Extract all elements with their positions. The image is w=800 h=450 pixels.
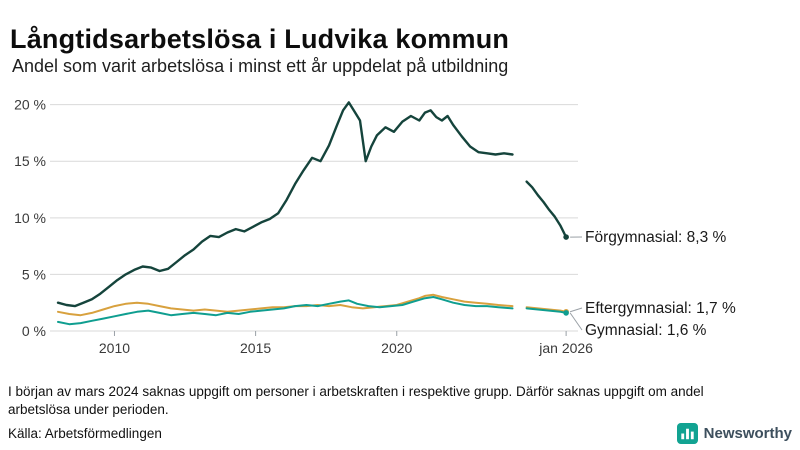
y-tick-label: 5 % xyxy=(22,266,46,282)
y-tick-label: 15 % xyxy=(14,153,46,169)
x-tick-label: 2020 xyxy=(381,340,412,356)
y-tick-label: 0 % xyxy=(22,323,46,339)
series-line-forgymnasial xyxy=(56,101,514,308)
chart-title: Långtidsarbetslösa i Ludvika kommun xyxy=(10,24,510,55)
newsworthy-logo: Newsworthy xyxy=(676,423,792,444)
footnote-text: I början av mars 2024 saknas uppgift om … xyxy=(8,384,704,418)
label-leader-eftergymnasial xyxy=(569,307,583,313)
x-tick-label: 2010 xyxy=(99,340,130,356)
y-tick-label: 10 % xyxy=(14,210,46,226)
series-line-gymnasial xyxy=(525,307,568,314)
series-line-forgymnasial xyxy=(525,180,568,239)
series-label-gymnasial: Gymnasial: 1,6 % xyxy=(585,322,707,339)
x-tick-label: jan 2026 xyxy=(538,340,593,356)
y-tick-label: 20 % xyxy=(14,97,46,113)
chart-subtitle: Andel som varit arbetslösa i minst ett å… xyxy=(12,56,509,76)
series-label-eftergymnasial: Eftergymnasial: 1,7 % xyxy=(585,300,736,317)
series-line-eftergymnasial xyxy=(525,306,568,313)
newsworthy-logo-text: Newsworthy xyxy=(703,425,792,442)
series-line-eftergymnasial xyxy=(57,293,514,317)
newsworthy-logo-icon xyxy=(676,423,698,444)
series-line-gymnasial xyxy=(57,296,514,326)
x-tick-label: 2015 xyxy=(240,340,271,356)
series-label-forgymnasial: Förgymnasial: 8,3 % xyxy=(585,229,727,246)
label-leader-gymnasial xyxy=(569,312,583,331)
source-text: Källa: Arbetsförmedlingen xyxy=(8,426,162,441)
series-end-dot-gymnasial xyxy=(563,310,569,316)
series-end-dot-forgymnasial xyxy=(563,234,569,240)
